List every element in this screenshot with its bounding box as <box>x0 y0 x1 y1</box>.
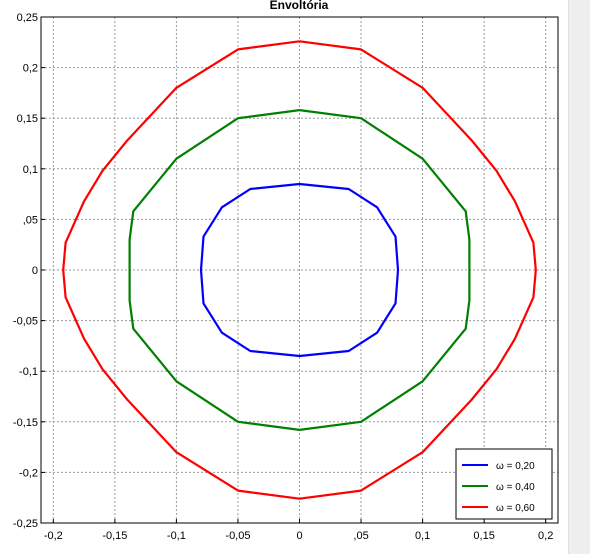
series-line-0 <box>199 182 400 358</box>
series-line-2 <box>62 40 537 500</box>
chart-title: Envoltória <box>270 0 329 12</box>
plot-frame <box>40 16 559 524</box>
x-tick-label: -0,05 <box>225 530 250 542</box>
x-tick-label: -0,2 <box>44 530 63 542</box>
y-tick-label: 0,2 <box>23 63 38 75</box>
x-tick-label: -0,1 <box>167 530 186 542</box>
series-lines <box>62 40 537 500</box>
grid-lines <box>41 17 558 523</box>
y-axis-ticks: 0,25 0,2 0,15 0,1 ,05 0 -0,05 -0,1 -0,15 -0,2 -0,2… <box>13 12 45 530</box>
envelope-chart: Envoltória 0,250,20,150,1,050-0,05-0,1-0… <box>13 0 559 542</box>
series-line-1 <box>128 109 471 431</box>
y-tick-label: -0,15 <box>13 417 38 429</box>
y-tick-label: -0,25 <box>13 518 38 530</box>
y-tick-label: 0 <box>32 265 38 277</box>
y-tick-label: 0,15 <box>17 113 38 125</box>
x-tick-label: 0,1 <box>415 530 430 542</box>
y-tick-label: ,05 <box>23 214 38 226</box>
legend-label: ω = 0,20 <box>496 461 535 472</box>
y-tick-label: 0,1 <box>23 164 38 176</box>
legend-box <box>455 448 553 520</box>
y-tick-label: -0,05 <box>13 316 38 328</box>
x-tick-label: -0,15 <box>102 530 127 542</box>
legend-label: ω = 0,60 <box>496 503 535 514</box>
x-tick-label: 0,2 <box>538 530 553 542</box>
legend: ω = 0,20 ω = 0,40 ω = 0,60 <box>455 448 553 520</box>
x-tick-label: ,05 <box>353 530 368 542</box>
y-tick-label: -0,2 <box>19 467 38 479</box>
x-axis-ticks: -0,2 -0,15 -0,1 -0,05 0 ,05 0,1 0,15 0,2 <box>44 519 553 542</box>
x-tick-label: 0 <box>296 530 302 542</box>
x-tick-label: 0,15 <box>473 530 494 542</box>
legend-label: ω = 0,40 <box>496 482 535 493</box>
y-tick-label: -0,1 <box>19 366 38 378</box>
y-tick-label: 0,25 <box>17 12 38 24</box>
side-panel <box>568 0 590 554</box>
